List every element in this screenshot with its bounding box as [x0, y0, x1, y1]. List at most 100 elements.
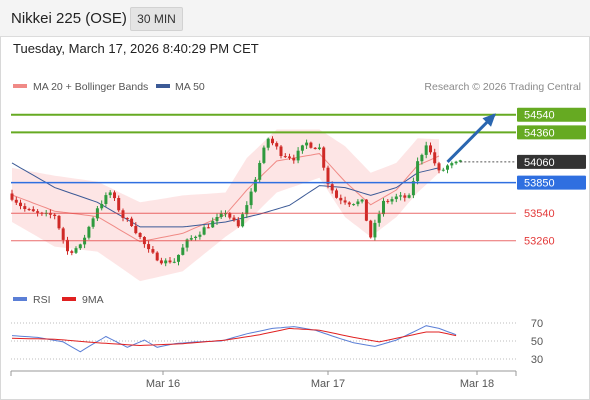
projection-arrow-head [482, 113, 496, 127]
candle-body [275, 143, 279, 147]
support-level-label: 53260 [524, 236, 555, 248]
bollinger-band-fill [12, 129, 439, 282]
candle-body [249, 191, 253, 206]
candle-body [347, 202, 351, 205]
bollinger-legend-swatch [13, 84, 27, 88]
timeframe-button[interactable]: 30 MIN [130, 7, 183, 31]
ma50-line [11, 162, 440, 228]
rsi-plot: 70 50 30 [11, 318, 543, 366]
candle-body [441, 169, 445, 171]
candle-body [151, 249, 155, 253]
candle-body [258, 163, 262, 180]
time-axis-label: Mar 18 [460, 378, 494, 390]
time-axis-label: Mar 16 [146, 378, 180, 390]
candle-body [356, 201, 360, 205]
resistance-price-label: 54360 [524, 127, 555, 139]
candle-body [253, 179, 257, 192]
rsi-legend-swatch [13, 297, 27, 301]
candle-body [19, 202, 22, 207]
candle-body [437, 163, 441, 171]
candle-body [138, 233, 142, 237]
main-plot [10, 129, 462, 282]
candle-body [399, 195, 403, 197]
candle-body [108, 192, 112, 196]
candle-body [100, 204, 104, 209]
candle-body [194, 236, 198, 238]
resistance-price-label: 54540 [524, 110, 555, 122]
instrument-title: Nikkei 225 (OSE) [11, 10, 127, 27]
candle-body [279, 146, 283, 156]
candle-body [343, 200, 347, 203]
candle-body [411, 181, 415, 196]
candle-body [382, 200, 385, 215]
candle-body [14, 199, 18, 203]
candle-body [232, 217, 236, 221]
candle-body [330, 184, 334, 191]
candle-body [283, 156, 287, 158]
rsi-tick-label: 50 [531, 336, 543, 348]
candle-body [48, 212, 52, 215]
candle-body [104, 195, 108, 204]
candle-body [181, 247, 185, 255]
candle-body [27, 209, 31, 210]
candle-body [23, 206, 27, 209]
rsi-tick-label: 30 [531, 354, 543, 366]
level-lines: 54540 54360 54060 53850 53540 53260 [11, 107, 586, 248]
candle-body [57, 215, 61, 229]
candle-body [121, 210, 125, 218]
candle-body [360, 199, 364, 202]
candle-body [326, 167, 330, 185]
candle-body [70, 251, 74, 253]
candle-body [66, 239, 69, 252]
candle-body [155, 252, 159, 261]
candle-body [164, 260, 168, 264]
candle-body [266, 138, 270, 148]
candle-body [305, 142, 309, 146]
candle-body [78, 244, 82, 249]
candle-body [189, 238, 193, 240]
candle-body [36, 211, 40, 213]
pivot-price-label: 53850 [524, 178, 555, 190]
candle-body [130, 218, 134, 226]
candle-body [206, 227, 210, 229]
candle-body [386, 200, 390, 202]
candle-body [202, 227, 206, 235]
last-price-label: 54060 [524, 157, 555, 169]
candle-body [292, 157, 296, 161]
candle-body [407, 195, 411, 198]
candle-body [117, 198, 121, 211]
credit-text: Research © 2026 Trading Central [424, 81, 581, 93]
candle-body [10, 193, 14, 200]
candle-body [352, 204, 356, 206]
rsi-legend-label: RSI [33, 294, 51, 306]
candle-body [168, 260, 172, 263]
support-level-label: 53540 [524, 208, 555, 220]
candle-body [433, 152, 437, 164]
candle-body [300, 145, 304, 151]
candle-body [390, 199, 394, 202]
candle-body [271, 138, 274, 144]
candle-body [185, 239, 189, 248]
candle-body [219, 213, 223, 217]
candle-body [446, 165, 449, 170]
candle-body [335, 190, 338, 198]
rsi-ma-legend-swatch [62, 297, 76, 301]
candle-body [394, 196, 398, 200]
time-axis: Mar 16 Mar 17 Mar 18 [146, 371, 494, 390]
candle-body [364, 199, 368, 221]
resistance-price-box [517, 125, 586, 140]
bollinger-legend-label: MA 20 + Bollinger Bands [33, 81, 148, 93]
candle-body [420, 154, 424, 162]
candle-body [424, 145, 428, 155]
ma50-legend-swatch [156, 84, 170, 88]
candle-body [113, 192, 116, 199]
rsi-tick-label: 70 [531, 318, 543, 330]
candle-body [403, 195, 407, 198]
candle-body [322, 147, 326, 168]
projection-arrow-line [446, 113, 496, 163]
candle-body [134, 226, 138, 234]
candle-body [211, 221, 215, 228]
candle-body [74, 248, 78, 253]
candle-body [373, 222, 377, 238]
